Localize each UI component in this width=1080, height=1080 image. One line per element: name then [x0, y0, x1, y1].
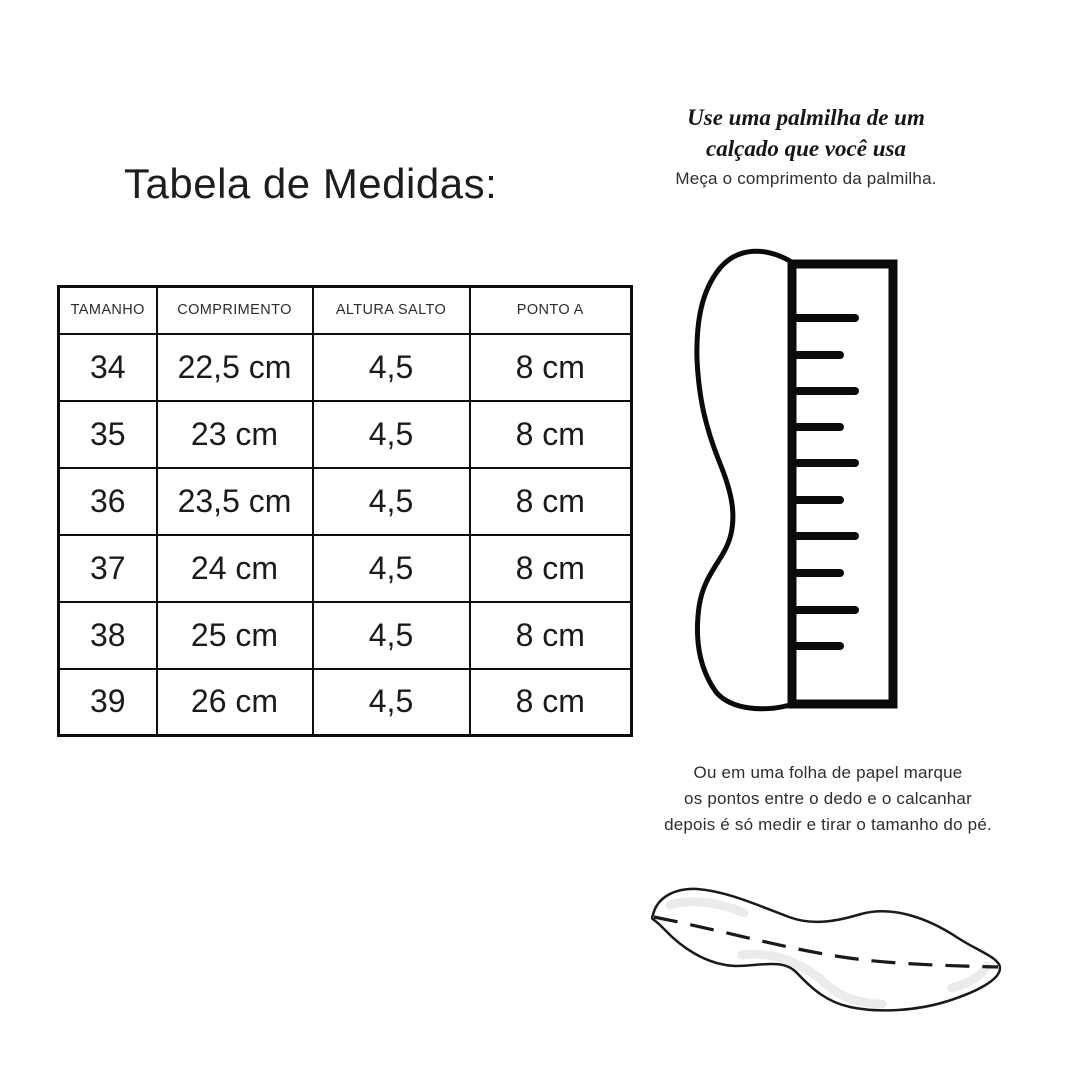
- insole-measure-dashed-line: [653, 915, 999, 969]
- cell-point-a: 8 cm: [468, 667, 633, 737]
- page-title: Tabela de Medidas:: [124, 160, 498, 207]
- cell-heel-height: 4,5: [311, 600, 471, 670]
- ruler-body: [787, 259, 898, 709]
- cell-length: 23 cm: [155, 399, 314, 469]
- cell-heel-height: 4,5: [311, 667, 471, 737]
- column-header-tamanho: TAMANHO: [57, 285, 158, 335]
- cell-heel-height: 4,5: [311, 533, 471, 603]
- table-row: 34 22,5 cm 4,5 8 cm: [57, 332, 633, 402]
- size-table: TAMANHO COMPRIMENTO ALTURA SALTO PONTO A…: [57, 285, 633, 737]
- cell-size: 37: [57, 533, 158, 603]
- cell-point-a: 8 cm: [468, 533, 633, 603]
- cell-heel-height: 4,5: [311, 332, 471, 402]
- column-header-comprimento: COMPRIMENTO: [155, 285, 314, 335]
- table-row: 38 25 cm 4,5 8 cm: [57, 600, 633, 670]
- cell-length: 26 cm: [155, 667, 314, 737]
- table-row: 39 26 cm 4,5 8 cm: [57, 667, 633, 737]
- insole-instruction-heading: Use uma palmilha de um calçado que você …: [640, 102, 972, 164]
- cell-point-a: 8 cm: [468, 466, 633, 536]
- cell-size: 38: [57, 600, 158, 670]
- table-row: 37 24 cm 4,5 8 cm: [57, 533, 633, 603]
- cell-length: 22,5 cm: [155, 332, 314, 402]
- cell-heel-height: 4,5: [311, 466, 471, 536]
- cell-point-a: 8 cm: [468, 600, 633, 670]
- insole-instruction: Use uma palmilha de um calçado que você …: [640, 102, 972, 189]
- insole-instruction-heading-line2: calçado que você usa: [706, 136, 906, 161]
- cell-length: 23,5 cm: [155, 466, 314, 536]
- cell-point-a: 8 cm: [468, 332, 633, 402]
- cell-size: 39: [57, 667, 158, 737]
- cell-length: 25 cm: [155, 600, 314, 670]
- column-header-altura-salto: ALTURA SALTO: [311, 285, 471, 335]
- table-header-row: TAMANHO COMPRIMENTO ALTURA SALTO PONTO A: [57, 285, 633, 335]
- foot-with-ruler-icon: [694, 248, 898, 712]
- cell-length: 24 cm: [155, 533, 314, 603]
- foot-outline: [694, 248, 793, 712]
- cell-point-a: 8 cm: [468, 399, 633, 469]
- cell-size: 35: [57, 399, 158, 469]
- cell-size: 34: [57, 332, 158, 402]
- column-header-ponto-a: PONTO A: [468, 285, 633, 335]
- paper-instruction-line2: os pontos entre o dedo e o calcanhar: [684, 789, 972, 808]
- insole-instruction-subheading: Meça o comprimento da palmilha.: [675, 169, 937, 188]
- cell-heel-height: 4,5: [311, 399, 471, 469]
- paper-instruction: Ou em uma folha de papel marque os ponto…: [622, 760, 1034, 838]
- paper-instruction-line3: depois é só medir e tirar o tamanho do p…: [664, 815, 992, 834]
- cell-size: 36: [57, 466, 158, 536]
- table-row: 36 23,5 cm 4,5 8 cm: [57, 466, 633, 536]
- ruler-ticks: [793, 314, 859, 650]
- insole-outline: [650, 887, 1002, 1012]
- table-row: 35 23 cm 4,5 8 cm: [57, 399, 633, 469]
- insole-instruction-heading-line1: Use uma palmilha de um: [687, 105, 925, 130]
- paper-instruction-line1: Ou em uma folha de papel marque: [693, 763, 963, 782]
- insole-outline-icon: [650, 887, 1002, 1012]
